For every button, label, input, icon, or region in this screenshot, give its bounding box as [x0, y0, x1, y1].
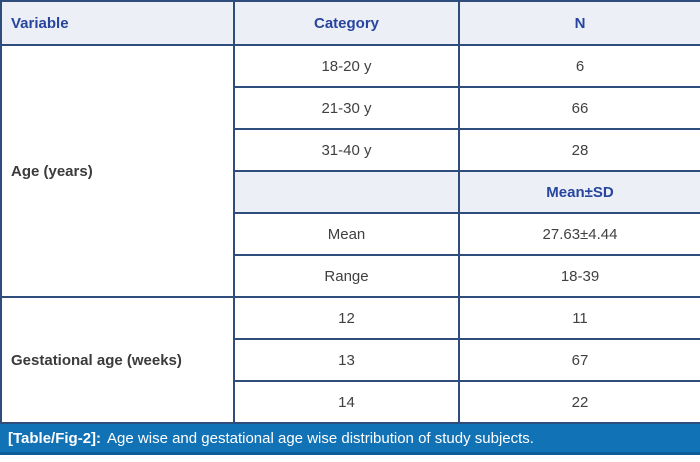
cell-n-range: 18-39 [458, 254, 700, 298]
cell-category-18-20: 18-20 y [233, 44, 460, 88]
table-caption-bar: [Table/Fig-2]: Age wise and gestational … [0, 424, 700, 455]
cell-category-mean: Mean [233, 212, 460, 256]
subheader-row: Mean±SD [1, 170, 700, 214]
table-row: Mean 27.63±4.44 [1, 212, 700, 256]
cell-category-14: 14 [233, 380, 460, 424]
table-row: 13 67 [1, 338, 700, 382]
cell-n-31-40: 28 [458, 128, 700, 172]
cell-category-13: 13 [233, 338, 460, 382]
caption-text: Age wise and gestational age wise distri… [107, 429, 534, 447]
table-row: Range 18-39 [1, 254, 700, 298]
cell-n-13: 67 [458, 338, 700, 382]
cell-category-31-40: 31-40 y [233, 128, 460, 172]
col-header-n: N [458, 0, 700, 46]
cell-variable-gestational-age: Gestational age (weeks) [0, 296, 235, 424]
table-row: 21-30 y 66 [1, 86, 700, 130]
cell-n-18-20: 6 [458, 44, 700, 88]
table-row: 14 22 [1, 380, 700, 424]
col-header-variable: Variable [0, 0, 235, 46]
cell-category-empty [233, 170, 460, 214]
cell-category-12: 12 [233, 296, 460, 340]
table-row: Age (years) 18-20 y 6 [0, 44, 700, 298]
table-row: Gestational age (weeks) 12 11 [0, 296, 700, 424]
cell-category-21-30: 21-30 y [233, 86, 460, 130]
cell-category-range: Range [233, 254, 460, 298]
caption-label: [Table/Fig-2]: [8, 429, 102, 447]
col-header-category: Category [233, 0, 460, 46]
cell-n-14: 22 [458, 380, 700, 424]
cell-n-21-30: 66 [458, 86, 700, 130]
header-row: Variable Category N [0, 0, 700, 46]
table-row: 31-40 y 28 [1, 128, 700, 172]
cell-n-12: 11 [458, 296, 700, 340]
cell-variable-age: Age (years) [0, 44, 235, 298]
cell-n-mean: 27.63±4.44 [458, 212, 700, 256]
cell-mean-sd-header: Mean±SD [458, 170, 700, 214]
table-fig-2: Variable Category N Age (years) 18-20 y … [0, 0, 700, 424]
